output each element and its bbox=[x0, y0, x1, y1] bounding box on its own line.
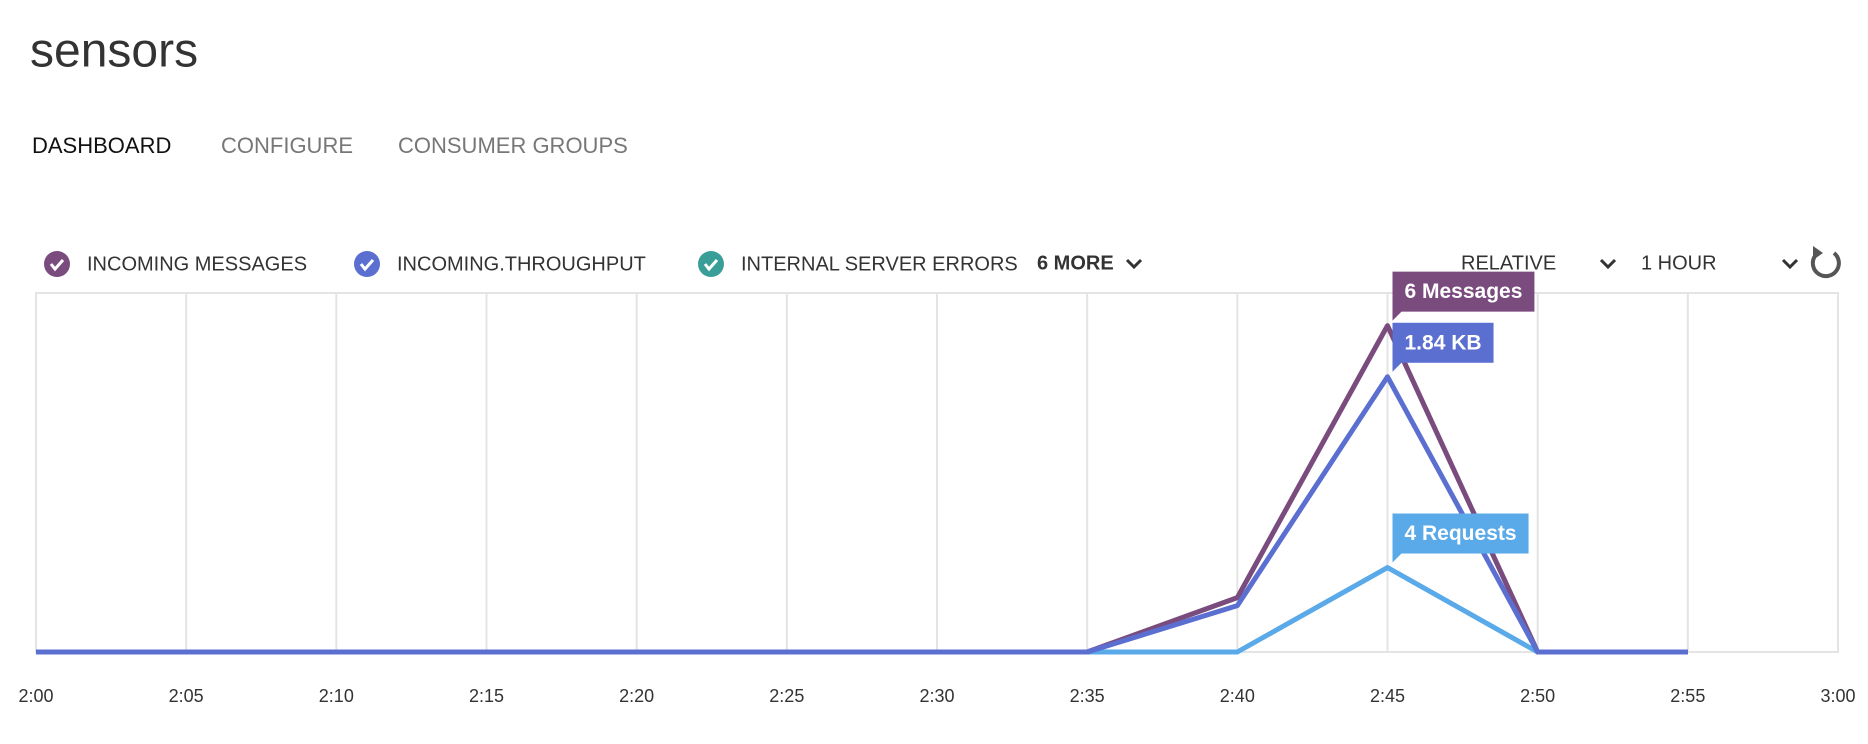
series-line bbox=[36, 323, 1688, 655]
legend-item[interactable]: INCOMING.THROUGHPUT bbox=[354, 251, 646, 277]
legend-check bbox=[698, 251, 724, 277]
callout-pointer bbox=[1392, 552, 1403, 563]
legend-item[interactable]: INCOMING MESSAGES bbox=[44, 251, 307, 277]
check-mark bbox=[359, 259, 375, 272]
refresh-icon bbox=[1810, 251, 1841, 279]
tab[interactable]: CONSUMER GROUPS bbox=[398, 133, 628, 158]
x-tick-label: 2:30 bbox=[919, 686, 954, 706]
series-line bbox=[36, 374, 1688, 655]
x-tick-label: 2:55 bbox=[1670, 686, 1705, 706]
chevron bbox=[1599, 258, 1617, 270]
callout: 6 Messages bbox=[1392, 271, 1535, 321]
x-tick-label: 2:45 bbox=[1370, 686, 1405, 706]
callout-pointer bbox=[1392, 361, 1403, 372]
x-tick-label: 2:50 bbox=[1520, 686, 1555, 706]
x-tick-label: 2:10 bbox=[319, 686, 354, 706]
x-tick-label: 2:40 bbox=[1220, 686, 1255, 706]
x-tick-label: 3:00 bbox=[1820, 686, 1855, 706]
check-mark bbox=[703, 259, 719, 272]
legend-label: INTERNAL SERVER ERRORS bbox=[741, 253, 1018, 275]
legend-label: INCOMING MESSAGES bbox=[87, 253, 307, 275]
tab[interactable]: DASHBOARD bbox=[32, 133, 171, 158]
legend-item[interactable]: INTERNAL SERVER ERRORS bbox=[698, 251, 1018, 277]
x-tick-label: 2:15 bbox=[469, 686, 504, 706]
chevron bbox=[1781, 258, 1799, 270]
x-tick-label: 2:25 bbox=[769, 686, 804, 706]
x-tick-label: 2:35 bbox=[1070, 686, 1105, 706]
refresh-arrow bbox=[1813, 246, 1823, 260]
more-button[interactable]: 6 MORE bbox=[1037, 252, 1114, 274]
x-tick-label: 2:05 bbox=[169, 686, 204, 706]
legend-check bbox=[354, 251, 380, 277]
callout: 4 Requests bbox=[1392, 513, 1529, 563]
refresh-button[interactable] bbox=[1810, 246, 1841, 279]
callout-label: 4 Requests bbox=[1405, 522, 1517, 545]
legend-check bbox=[44, 251, 70, 277]
legend-label: INCOMING.THROUGHPUT bbox=[397, 253, 646, 275]
mode-select[interactable]: RELATIVE bbox=[1461, 252, 1556, 274]
callout-box bbox=[1392, 271, 1535, 312]
chevron bbox=[1125, 258, 1143, 270]
callout-box bbox=[1392, 513, 1529, 554]
tab[interactable]: CONFIGURE bbox=[221, 133, 353, 158]
callout: 1.84 KB bbox=[1392, 322, 1494, 372]
callout-box bbox=[1392, 322, 1494, 363]
check-mark bbox=[49, 259, 65, 272]
series-line bbox=[36, 565, 1688, 655]
x-tick-label: 2:00 bbox=[18, 686, 53, 706]
callout-label: 6 Messages bbox=[1405, 280, 1523, 303]
callout-label: 1.84 KB bbox=[1405, 331, 1482, 354]
range-select[interactable]: 1 HOUR bbox=[1641, 252, 1717, 274]
callout-pointer bbox=[1392, 310, 1403, 321]
x-tick-label: 2:20 bbox=[619, 686, 654, 706]
page-title: sensors bbox=[30, 25, 198, 78]
